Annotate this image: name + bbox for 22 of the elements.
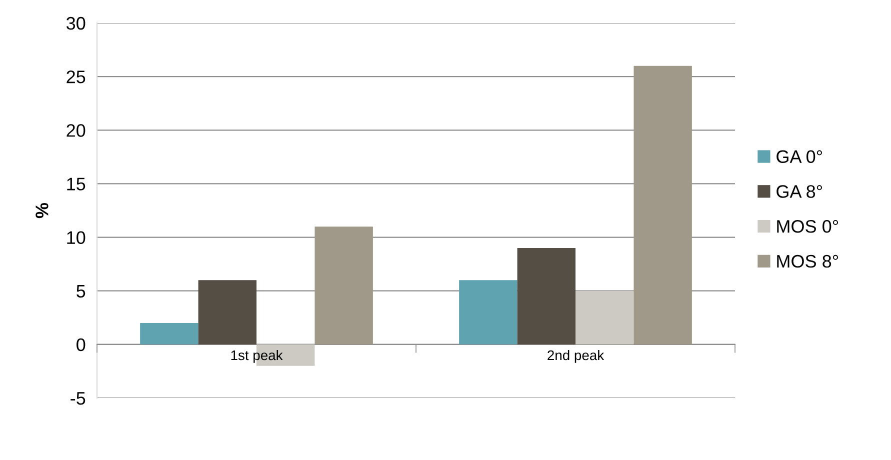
y-tick-label: 20 [66, 124, 86, 137]
y-tick-label: 15 [67, 178, 86, 190]
bar [314, 226, 373, 344]
legend-label: GA 0° [776, 150, 822, 164]
bar [140, 323, 198, 344]
y-axis-title: % [36, 202, 48, 218]
y-tick-label: 0 [76, 338, 86, 352]
bar [459, 280, 518, 344]
bar [576, 290, 634, 344]
bar [517, 248, 576, 344]
bar [198, 280, 256, 344]
legend-label: GA 8° [776, 185, 822, 198]
y-tick-label: 25 [66, 70, 86, 84]
y-tick-label: 10 [67, 231, 86, 244]
y-tick-label: 30 [66, 16, 86, 30]
legend-label: MOS 8° [777, 254, 838, 268]
bar [634, 66, 692, 344]
y-tick-label: -5 [70, 392, 86, 405]
y-tick-label: 5 [76, 284, 86, 298]
legend-label: MOS 0° [777, 220, 838, 233]
x-tick-label: 1st peak [231, 350, 283, 363]
x-tick-label: 2nd peak [548, 350, 604, 363]
